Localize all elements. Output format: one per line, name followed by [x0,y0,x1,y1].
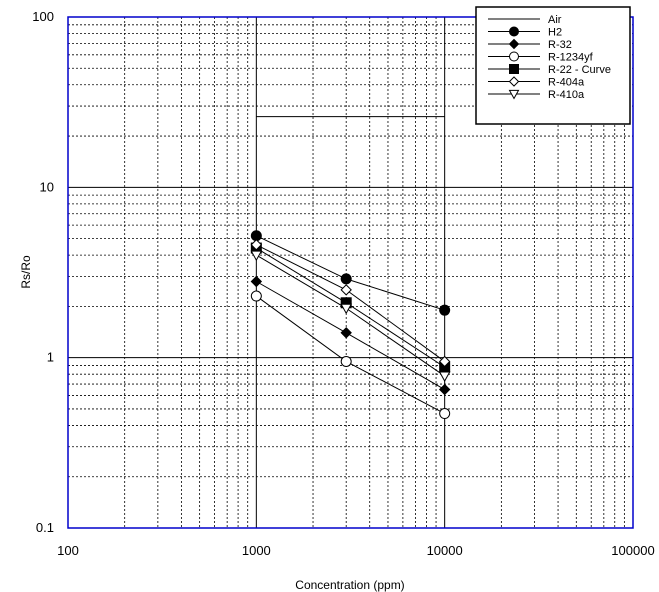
data-point [340,303,353,315]
data-point [509,26,519,37]
data-point [509,51,519,62]
data-point [508,76,520,87]
series-line [256,295,445,414]
series-layer [250,116,451,420]
x-axis-label: Concentration (ppm) [295,578,404,592]
data-point [438,355,451,368]
y-tick-label: 0.1 [36,520,54,535]
y-tick-label: 1 [47,350,54,365]
legend-label: H2 [548,27,562,39]
data-point [340,355,352,367]
legend-box [475,6,631,125]
data-point [439,408,451,420]
x-tick-label: 1000 [242,543,271,558]
y-tick-label: 10 [40,179,54,194]
legend-label: R-22 - Curve [548,64,611,76]
data-point [250,290,262,302]
data-point [508,38,520,50]
data-point [250,239,263,251]
legend-label: Air [548,14,562,26]
x-tick-labels: 100 1000 10000 100000 [57,543,655,558]
legend-label: R-404a [548,77,585,89]
x-tick-label: 10000 [427,543,463,558]
data-point [438,371,451,383]
y-axis-label: Rs/Ro [19,255,33,289]
plot-area [67,16,634,529]
data-point [340,273,352,285]
data-point [438,383,451,396]
y-tick-labels: 0.1 1 10 100 [32,9,54,535]
data-point [508,89,520,100]
legend-label: R-410a [548,89,585,101]
data-point [439,304,451,316]
data-point [250,250,263,262]
data-point [250,275,263,288]
data-point [509,64,519,74]
y-tick-label: 100 [32,9,54,24]
data-point [340,327,352,339]
x-tick-label: 100 [57,543,79,558]
legend-label: R-1234yf [548,52,594,64]
data-point [340,284,352,296]
x-tick-label: 100000 [611,543,654,558]
legend-label: R-32 [548,39,572,51]
